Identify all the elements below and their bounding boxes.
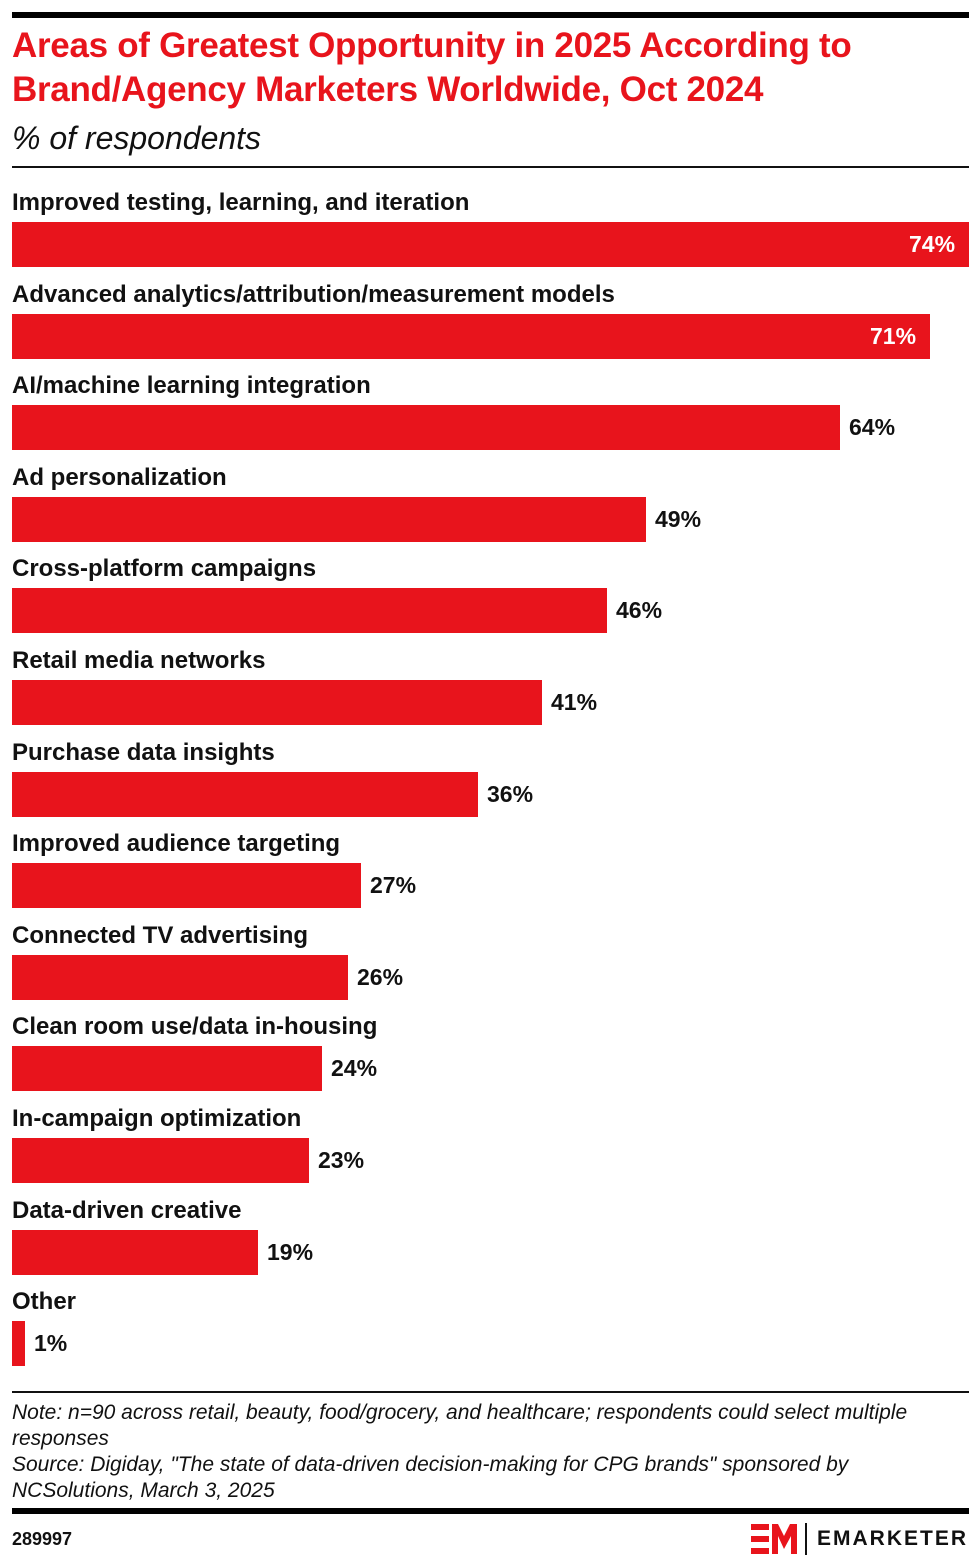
source-text: Source: Digiday, "The state of data-driv…: [12, 1453, 849, 1502]
value-label: 49%: [655, 505, 702, 532]
value-label: 24%: [331, 1055, 378, 1082]
bar: [12, 496, 646, 542]
chart-id: 289997: [12, 1529, 73, 1549]
category-label: Other: [12, 1288, 77, 1316]
category-label: Ad personalization: [12, 463, 227, 491]
top-rule: [12, 12, 969, 18]
category-label: Improved testing, learning, and iteratio…: [12, 189, 470, 216]
bar: [12, 588, 607, 634]
bar: [12, 1229, 258, 1275]
category-label: Cross-platform campaigns: [12, 555, 317, 583]
bar: [12, 680, 542, 725]
category-label: AI/machine learning integration: [12, 372, 371, 400]
value-label: 23%: [318, 1147, 365, 1173]
value-label: 41%: [551, 689, 598, 715]
chart-title: Areas of Greatest Opportunity in 2025 Ac…: [12, 26, 852, 109]
value-label: 64%: [849, 414, 896, 441]
bar: [12, 405, 840, 451]
value-label: 1%: [34, 1330, 68, 1357]
category-label: Advanced analytics/attribution/measureme…: [12, 280, 615, 308]
header-divider: [12, 166, 969, 168]
bar: [12, 771, 478, 817]
bar: [12, 1138, 309, 1183]
category-label: Retail media networks: [12, 647, 266, 674]
value-label: 36%: [487, 780, 534, 807]
category-label: Improved audience targeting: [12, 830, 341, 858]
bar: [12, 954, 348, 1000]
value-label: 26%: [357, 963, 404, 990]
value-label: 74%: [909, 231, 956, 257]
category-label: Purchase data insights: [12, 738, 275, 766]
brand-logo: EMARKETER: [750, 1521, 968, 1557]
note-text: Note: n=90 across retail, beauty, food/g…: [12, 1401, 908, 1450]
bar-chart: Improved testing, learning, and iteratio…: [0, 180, 980, 1380]
value-label: 71%: [870, 322, 917, 349]
bar: [12, 313, 930, 359]
bar: [12, 863, 361, 909]
brand-separator: [804, 1523, 807, 1555]
category-label: In-campaign optimization: [12, 1105, 302, 1132]
value-label: 19%: [267, 1238, 314, 1265]
value-label: 46%: [616, 597, 663, 624]
category-label: Connected TV advertising: [12, 921, 309, 949]
em-logo-icon: [750, 1524, 797, 1554]
category-label: Data-driven creative: [12, 1196, 242, 1224]
footer-divider: [12, 1391, 969, 1393]
category-label: Clean room use/data in-housing: [12, 1013, 378, 1041]
bar: [12, 222, 969, 267]
value-label: 27%: [370, 872, 417, 899]
chart-notes: Note: n=90 across retail, beauty, food/g…: [12, 1400, 962, 1504]
brand-name: EMARKETER: [816, 1527, 968, 1550]
bar: [12, 1321, 25, 1367]
bar: [12, 1046, 322, 1092]
chart-subtitle: % of respondents: [12, 120, 262, 156]
bottom-rule: [12, 1508, 969, 1514]
